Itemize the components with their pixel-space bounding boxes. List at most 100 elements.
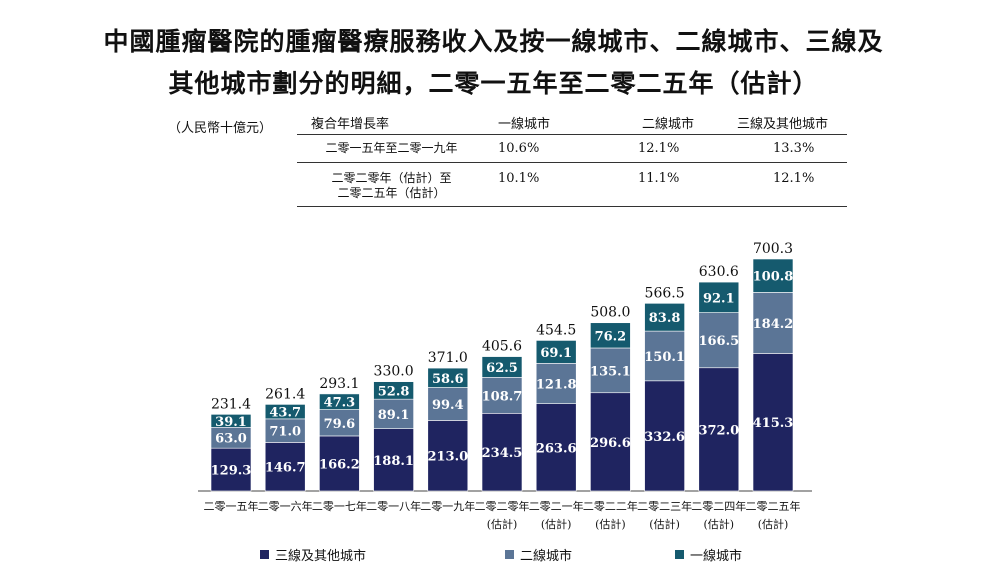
data-label-tier1: 76.2 (595, 329, 627, 344)
cagr-header-tier1: 一線城市 (498, 116, 551, 132)
bar-segment-tier1 (590, 322, 631, 349)
legend-swatch-tier1 (675, 550, 684, 559)
x-tick-label: 二零一五年 (204, 499, 259, 513)
x-tick-sublabel: (估計) (758, 517, 789, 531)
data-label-tier2: 108.7 (482, 389, 523, 404)
cagr-period: 二零二零年（估計）至 二零二五年（估計） (297, 162, 486, 207)
x-tick-label: 二零一六年 (258, 499, 313, 513)
bar-segment-tier3 (427, 420, 469, 492)
legend-label-tier2: 二線城市 (520, 549, 573, 564)
total-label: 330.0 (374, 364, 414, 380)
bar-segment-tier1 (535, 340, 577, 364)
bar-segment-tier3 (481, 413, 523, 492)
data-label-tier1: 83.8 (649, 311, 681, 326)
bar-segment-tier1 (264, 404, 306, 420)
cagr-period-line2: 二零二五年（估計） (337, 186, 446, 200)
x-tick-sublabel: (估計) (595, 517, 626, 531)
x-tick-sublabel: (估計) (541, 517, 572, 531)
total-label: 454.5 (536, 322, 576, 338)
cagr-table: 複合年增長率 一線城市 二線城市 三線及其他城市 二零一五年至二零一九年 10.… (297, 110, 847, 207)
legend-item-tier1: 一線城市 (675, 545, 742, 564)
data-label-tier3: 372.0 (698, 423, 739, 438)
x-tick-label: 二零一八年 (366, 499, 421, 513)
bar-segment-tier2 (319, 409, 360, 437)
bar-segment-tier3 (319, 435, 360, 492)
total-label: 508.0 (590, 305, 630, 321)
bar-segment-tier1 (373, 381, 414, 400)
bar-segment-tier2 (481, 377, 523, 414)
data-label-tier3: 129.3 (211, 464, 252, 479)
data-label-tier3: 234.5 (482, 446, 523, 461)
bar-segment-tier1 (644, 303, 685, 332)
x-tick-label: 二零一七年 (312, 499, 367, 513)
bar-segment-tier3 (752, 353, 794, 492)
x-tick-sublabel: (估計) (704, 517, 735, 531)
cagr-value-tier2: 11.1% (626, 162, 737, 207)
cagr-value-tier1: 10.1% (486, 162, 626, 207)
bar-segment-tier3 (590, 392, 631, 492)
cagr-value-tier2: 12.1% (626, 134, 737, 163)
data-label-tier2: 99.4 (432, 398, 464, 413)
cagr-header-row: 複合年增長率 一線城市 二線城市 三線及其他城市 (297, 110, 847, 135)
legend-item-tier3: 三線及其他城市 (260, 545, 366, 564)
data-label-tier3: 332.6 (644, 430, 685, 445)
bar-segment-tier3 (535, 403, 577, 492)
chart-title-line2: 其他城市劃分的明細，二零一五年至二零二五年（估計） (168, 69, 819, 98)
data-label-tier3: 263.6 (536, 441, 577, 456)
total-label: 371.0 (428, 350, 468, 366)
data-label-tier1: 62.5 (486, 361, 518, 376)
total-label: 261.4 (265, 386, 305, 402)
total-label: 566.5 (645, 285, 685, 301)
data-label-tier2: 184.2 (753, 317, 794, 332)
data-label-tier1: 39.1 (215, 415, 247, 430)
x-tick-label: 二零二三年 (637, 499, 692, 513)
bar-segment-tier1 (481, 356, 523, 378)
bar-segment-tier3 (373, 428, 414, 492)
x-tick-label: 二零二二年 (583, 499, 638, 513)
legend-swatch-tier2 (505, 550, 514, 559)
data-label-tier1: 52.8 (378, 384, 410, 399)
bar-segment-tier3 (210, 447, 252, 492)
data-label-tier2: 150.1 (644, 350, 685, 365)
total-label: 231.4 (211, 396, 251, 412)
data-label-tier3: 188.1 (373, 454, 414, 469)
bar-segment-tier3 (698, 367, 740, 492)
data-label-tier1: 58.6 (432, 372, 464, 387)
data-label-tier2: 63.0 (215, 432, 247, 447)
data-label-tier2: 71.0 (269, 425, 301, 440)
chart-title-line1: 中國腫瘤醫院的腫瘤醫療服務收入及按一線城市、二線城市、三線及 (103, 27, 884, 56)
bar-segment-tier1 (752, 258, 794, 293)
bar-segment-tier1 (319, 393, 360, 410)
cagr-period: 二零一五年至二零一九年 (297, 134, 486, 163)
cagr-row: 二零二零年（估計）至 二零二五年（估計） 10.1% 11.1% 12.1% (297, 162, 847, 207)
legend-label-tier3: 三線及其他城市 (275, 549, 367, 564)
bar-segment-tier2 (698, 312, 740, 369)
total-label: 630.6 (699, 264, 739, 280)
data-label-tier2: 121.8 (536, 377, 577, 392)
total-label: 293.1 (319, 376, 359, 392)
bar-segment-tier2 (590, 347, 631, 394)
unit-label: （人民幣十億元） (168, 121, 273, 136)
legend-item-tier2: 二線城市 (505, 545, 572, 564)
total-label: 700.3 (753, 241, 793, 257)
legend-swatch-tier3 (260, 550, 269, 559)
data-label-tier3: 296.6 (590, 436, 631, 451)
data-label-tier2: 89.1 (378, 408, 410, 423)
data-label-tier1: 43.7 (269, 406, 301, 421)
data-label-tier1: 92.1 (703, 291, 735, 306)
cagr-row: 二零一五年至二零一九年 10.6% 12.1% 13.3% (297, 134, 847, 163)
data-label-tier1: 100.8 (753, 270, 794, 285)
data-label-tier1: 47.3 (324, 396, 356, 411)
bar-segment-tier2 (427, 387, 469, 421)
data-label-tier2: 166.5 (698, 334, 739, 349)
data-label-tier3: 146.7 (265, 461, 306, 476)
legend-label-tier1: 一線城市 (690, 549, 743, 564)
x-tick-sublabel: (估計) (649, 517, 680, 531)
x-tick-label: 二零二四年 (691, 499, 746, 513)
bar-segment-tier2 (373, 398, 414, 429)
cagr-header-tier3: 三線及其他城市 (737, 116, 829, 132)
cagr-header-label: 複合年增長率 (311, 116, 390, 132)
x-tick-label: 二零二零年 (475, 499, 530, 513)
cagr-period-line1: 二零二零年（估計）至 (331, 171, 452, 185)
